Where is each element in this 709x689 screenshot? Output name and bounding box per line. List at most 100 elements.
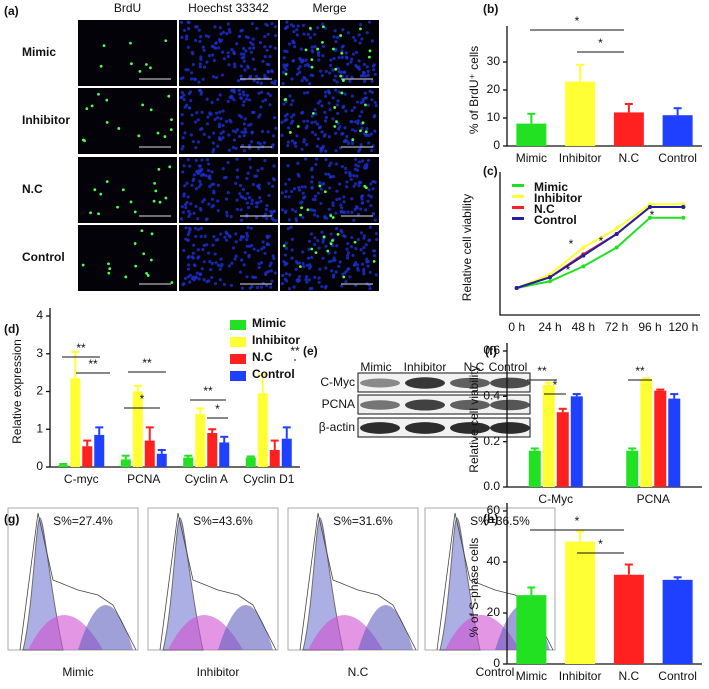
nucleus bbox=[303, 64, 307, 68]
nucleus bbox=[348, 79, 352, 83]
nucleus bbox=[200, 110, 204, 115]
nucleus bbox=[206, 115, 210, 119]
brdu-cell bbox=[334, 67, 338, 71]
nucleus bbox=[235, 207, 240, 211]
nucleus bbox=[263, 251, 267, 256]
nucleus bbox=[330, 269, 334, 273]
nucleus bbox=[319, 149, 323, 153]
nucleus bbox=[318, 125, 322, 129]
brdu-cell bbox=[298, 265, 302, 269]
nucleus bbox=[316, 239, 320, 243]
nucleus bbox=[196, 118, 200, 122]
brdu-cell bbox=[284, 72, 288, 76]
nucleus bbox=[323, 119, 328, 123]
nucleus bbox=[221, 136, 225, 140]
error-bar bbox=[670, 393, 679, 399]
nucleus bbox=[288, 94, 292, 98]
nucleus bbox=[216, 199, 220, 203]
error-bar bbox=[258, 373, 267, 394]
nucleus bbox=[362, 251, 366, 255]
nucleus bbox=[256, 168, 260, 173]
nucleus bbox=[371, 249, 376, 253]
nucleus bbox=[323, 94, 328, 98]
error-bar bbox=[572, 393, 581, 397]
panel-label: (d) bbox=[4, 322, 19, 336]
nucleus bbox=[357, 59, 361, 63]
nucleus bbox=[270, 21, 274, 26]
nucleus bbox=[181, 210, 185, 214]
nucleus bbox=[219, 257, 223, 261]
nucleus bbox=[225, 213, 229, 218]
nucleus bbox=[259, 105, 263, 109]
nucleus bbox=[271, 143, 275, 147]
nucleus bbox=[224, 230, 228, 234]
nucleus bbox=[252, 110, 256, 114]
nucleus bbox=[366, 264, 370, 268]
brdu-cell bbox=[331, 239, 334, 242]
nucleus bbox=[231, 129, 236, 133]
panel-label: (e) bbox=[303, 344, 318, 358]
nucleus bbox=[290, 77, 294, 81]
nucleus bbox=[336, 111, 340, 115]
brdu-cell bbox=[129, 62, 133, 66]
nucleus bbox=[232, 138, 237, 142]
nucleus bbox=[290, 189, 294, 194]
significance: ** bbox=[142, 356, 152, 370]
nucleus bbox=[199, 173, 204, 177]
nucleus bbox=[242, 47, 246, 51]
nucleus bbox=[267, 181, 271, 185]
micrograph bbox=[280, 225, 379, 291]
nucleus bbox=[297, 186, 301, 190]
nucleus bbox=[196, 248, 201, 252]
y-tick-label: 0.6 bbox=[483, 343, 500, 357]
nucleus bbox=[196, 140, 201, 144]
nucleus bbox=[317, 53, 321, 57]
nucleus bbox=[345, 135, 349, 139]
nucleus bbox=[345, 74, 349, 78]
nucleus bbox=[200, 158, 204, 162]
nucleus bbox=[273, 46, 278, 50]
blot-band bbox=[450, 399, 490, 411]
nucleus bbox=[368, 225, 372, 229]
error-bar bbox=[628, 447, 637, 451]
nucleus bbox=[354, 261, 358, 265]
nucleus bbox=[226, 22, 230, 26]
nucleus bbox=[185, 200, 189, 205]
nucleus bbox=[306, 32, 310, 36]
nucleus bbox=[367, 133, 371, 137]
blot-band bbox=[405, 422, 445, 434]
nucleus bbox=[310, 255, 314, 260]
brdu-cell bbox=[134, 264, 138, 268]
nucleus bbox=[257, 146, 261, 151]
nucleus bbox=[304, 277, 308, 282]
y-tick-label: 0.4 bbox=[483, 389, 500, 403]
nucleus bbox=[352, 106, 357, 110]
lane-label: Inhibitor bbox=[404, 360, 447, 374]
nucleus bbox=[357, 67, 361, 71]
nucleus bbox=[304, 58, 308, 62]
nucleus bbox=[305, 124, 309, 128]
nucleus bbox=[298, 65, 302, 69]
brdu-cell bbox=[107, 271, 111, 275]
brdu-cell bbox=[150, 232, 154, 236]
nucleus bbox=[270, 213, 274, 217]
nucleus bbox=[189, 99, 193, 103]
nucleus bbox=[198, 39, 202, 43]
nucleus bbox=[272, 209, 276, 213]
nucleus bbox=[190, 255, 195, 259]
nucleus bbox=[204, 217, 208, 222]
nucleus bbox=[292, 45, 297, 49]
nucleus bbox=[311, 197, 315, 201]
significance: ** bbox=[635, 364, 645, 378]
nucleus bbox=[239, 218, 244, 222]
error-bar bbox=[145, 426, 154, 441]
nucleus bbox=[266, 91, 270, 96]
brdu-cell bbox=[311, 111, 315, 115]
nucleus bbox=[225, 32, 229, 36]
blot-band bbox=[450, 377, 490, 389]
nucleus bbox=[367, 188, 371, 192]
nucleus bbox=[247, 253, 251, 257]
nucleus bbox=[205, 60, 209, 64]
nucleus bbox=[202, 243, 206, 248]
nucleus bbox=[266, 70, 270, 74]
